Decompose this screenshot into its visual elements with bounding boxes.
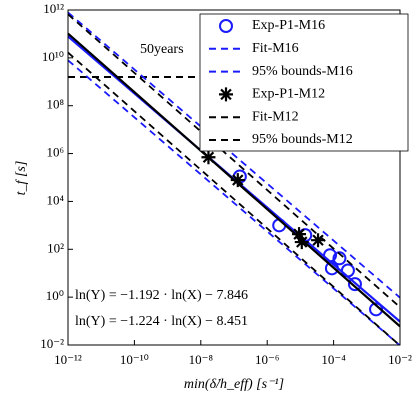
y-tick-label: 10¹⁰ bbox=[42, 49, 64, 64]
data-point bbox=[294, 235, 309, 250]
legend-label: Fit-M16 bbox=[252, 41, 299, 56]
fit-equation: ln(Y) = −1.192 · ln(X) − 7.846 bbox=[75, 288, 248, 303]
x-tick-label: 10⁻⁶ bbox=[255, 352, 279, 367]
data-point bbox=[230, 173, 245, 188]
fit-line bbox=[68, 32, 400, 328]
legend-label: Fit-M12 bbox=[252, 109, 299, 124]
y-tick-label: 10⁸ bbox=[46, 97, 64, 112]
x-tick-label: 10⁻¹⁰ bbox=[120, 352, 149, 367]
reference-label: 50years bbox=[140, 42, 184, 57]
plot-frame bbox=[67, 9, 401, 346]
legend-label: 95% bounds-M12 bbox=[252, 132, 353, 147]
data-point bbox=[311, 233, 326, 248]
fit-line bbox=[68, 59, 400, 345]
data-point bbox=[292, 227, 307, 242]
x-tick-label: 10⁻⁸ bbox=[189, 352, 214, 367]
legend: Exp-P1-M16 Fit-M16 95% bounds-M16 Exp-P1-M1… bbox=[199, 13, 409, 152]
y-tick-label: 10⁶ bbox=[46, 145, 64, 160]
legend-symbol bbox=[219, 19, 233, 33]
y-tick-label: 10² bbox=[47, 240, 64, 255]
y-tick-label: 10⁴ bbox=[46, 192, 64, 207]
legend-label: 95% bounds-M16 bbox=[252, 64, 353, 79]
y-tick-label: 10¹² bbox=[43, 1, 64, 16]
fit-line bbox=[68, 11, 400, 299]
fit-line bbox=[68, 51, 400, 345]
plot-content bbox=[68, 11, 400, 345]
legend-symbol bbox=[219, 87, 233, 102]
y-tick-label: 10⁰ bbox=[46, 288, 64, 303]
legend-box bbox=[199, 13, 409, 152]
data-point bbox=[347, 277, 362, 292]
x-tick-label: 10⁻¹² bbox=[54, 352, 82, 367]
x-tick-label: 10⁻² bbox=[388, 352, 412, 367]
x-tick-label: 10⁻⁴ bbox=[321, 352, 346, 367]
legend-label: Exp-P1-M12 bbox=[252, 87, 325, 102]
data-point bbox=[332, 251, 347, 266]
y-tick-label: 10⁻² bbox=[40, 336, 64, 351]
x-axis-label: min(δ̇/h_eff) [s⁻¹] bbox=[184, 377, 284, 392]
fit-line bbox=[68, 13, 400, 308]
y-axis-label: t_f [s] bbox=[14, 161, 29, 196]
legend-label: Exp-P1-M16 bbox=[252, 18, 325, 33]
fit-equation: ln(Y) = −1.224 · ln(X) − 8.451 bbox=[75, 314, 248, 329]
